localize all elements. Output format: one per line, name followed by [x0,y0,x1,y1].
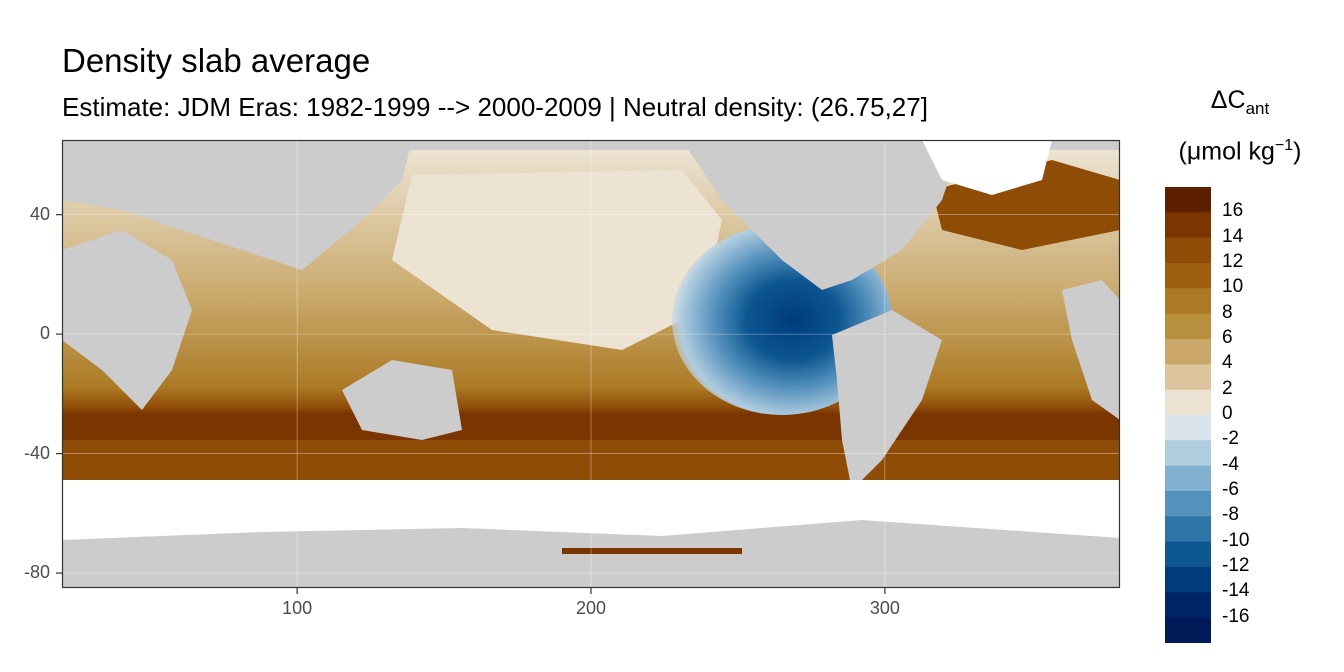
y-tick-label: 40 [29,203,50,224]
north-pacific-pale-region [392,170,722,350]
legend-title-main: ΔC [1210,86,1246,114]
legend-label: 2 [1222,377,1233,399]
legend-label: -2 [1222,428,1239,450]
legend-label: -6 [1222,479,1239,500]
colorbar-bin [1165,592,1211,619]
y-tick-label: -80 [23,562,50,583]
gridlines [62,140,1120,588]
colorbar-bin [1165,389,1211,416]
legend-units-post: ) [1293,137,1302,166]
colorbar-bin [1165,541,1211,568]
legend-title-variable: ΔCant [1160,86,1320,119]
colorbar-bin [1165,491,1211,517]
land-africa [62,230,192,410]
chart-subtitle: Estimate: JDM Eras: 1982-1999 --> 2000-2… [62,92,928,122]
colorbar-bin [1165,237,1211,264]
land-greenland [922,140,1052,195]
legend-label: -4 [1222,453,1239,475]
colorbar-bin [1165,339,1211,365]
chart-title: Density slab average [62,42,371,79]
legend-label: 14 [1222,225,1244,247]
colorbar-bin [1165,617,1211,643]
legend-label: -10 [1222,529,1250,551]
colorbar-bin [1165,288,1211,315]
x-tick-label: 300 [869,598,900,618]
legend-label: 16 [1222,200,1244,222]
colorbar-bin [1165,567,1211,593]
land-australia [342,360,462,440]
axis-ticks [56,214,886,594]
land-eurasia [62,140,412,270]
legend-label: -12 [1222,555,1250,576]
colorbar-bin [1165,263,1211,289]
legend-label: -14 [1222,580,1250,602]
legend-units-superscript: −1 [1274,137,1294,154]
colorbar-bin [1165,415,1211,441]
colorbar-bin [1165,516,1211,543]
legend-label: 10 [1222,276,1244,298]
colorbar-bin [1165,187,1211,213]
legend-title-units: (μmol kg−1) [1160,137,1320,166]
map-panel [56,139,1121,594]
land-north-america [682,140,962,290]
legend-label: -16 [1222,605,1250,627]
legend-label: 8 [1222,301,1233,323]
land-africa-east [1062,280,1120,420]
x-tick-label: 200 [575,598,607,618]
legend-label: -8 [1222,504,1239,526]
y-tick-label: 0 [39,323,50,344]
colorbar-bin [1165,313,1211,340]
legend-title-subscript: ant [1245,99,1270,118]
legend-label: 0 [1222,403,1233,424]
colorbar-bin [1165,440,1211,467]
colorbar-bin [1165,364,1211,391]
legend-colorbar [1165,187,1211,643]
colorbar-bin [1165,212,1211,239]
colorbar-bin [1165,465,1211,492]
legend-label: 12 [1222,251,1244,272]
panel-border [61,139,1121,589]
y-tick-label: -40 [23,442,50,463]
land-south-america [832,310,942,490]
legend-label: 6 [1222,327,1233,348]
antarctic-high-strip [562,548,742,554]
legend-units-pre: (μmol kg [1178,137,1275,166]
legend-label: 4 [1222,352,1233,374]
x-tick-label: 100 [282,598,313,618]
